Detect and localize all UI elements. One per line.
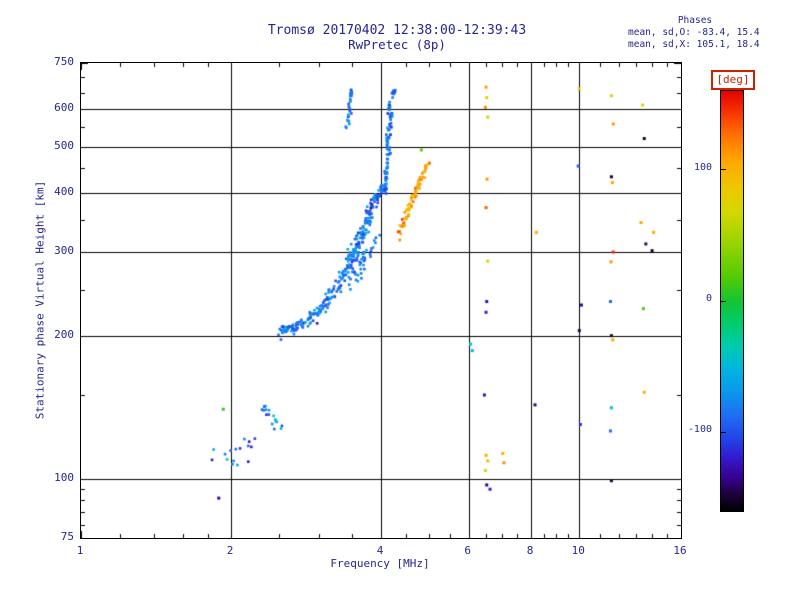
y-tick-label: 500	[54, 138, 74, 152]
phases-heading: Phases	[677, 15, 713, 26]
y-tick-label: 400	[54, 184, 74, 198]
y-tick-label: 300	[54, 244, 74, 258]
y-axis-label: Stationary phase Virtual Height [km]	[33, 180, 47, 420]
y-tick-label: 200	[54, 327, 74, 341]
x-tick-label: 6	[464, 544, 472, 557]
x-tick-label: 4	[376, 544, 384, 557]
x-tick-label: 1	[76, 544, 84, 557]
phases-x-stats: mean, sd,X: 105.1, 18.4	[628, 38, 760, 50]
colorbar-tick	[721, 169, 726, 171]
y-tick-label: 100	[54, 470, 74, 484]
y-tick-label: 75	[60, 530, 74, 543]
chart-title: Tromsø 20170402 12:38:00-12:39:43	[267, 23, 527, 38]
x-tick-label: 10	[571, 544, 585, 557]
x-tick-label: 2	[226, 544, 234, 557]
colorbar-tick	[721, 431, 726, 433]
plot-area	[80, 62, 682, 539]
x-tick-label: 8	[526, 544, 534, 557]
phases-annotation: Phases mean, sd,O: -83.4, 15.4 mean, sd,…	[628, 15, 762, 51]
colorbar-tick-label: 100	[693, 161, 712, 173]
colorbar	[720, 90, 744, 512]
chart-subtitle: RwPretec (8p)	[348, 37, 446, 52]
colorbar-tick-label: 0	[705, 293, 712, 304]
colorbar-tick	[721, 300, 726, 302]
colorbar-tick-label: -100	[687, 424, 712, 436]
ionogram-canvas	[81, 63, 681, 538]
x-tick-label: 16	[673, 544, 687, 557]
colorbar-unit-label: [deg]	[711, 70, 755, 90]
phases-o-stats: mean, sd,O: -83.4, 15.4	[628, 26, 760, 38]
y-tick-label: 600	[54, 101, 74, 115]
x-axis-label: Frequency [MHz]	[330, 557, 430, 570]
y-tick-label: 750	[54, 55, 74, 68]
